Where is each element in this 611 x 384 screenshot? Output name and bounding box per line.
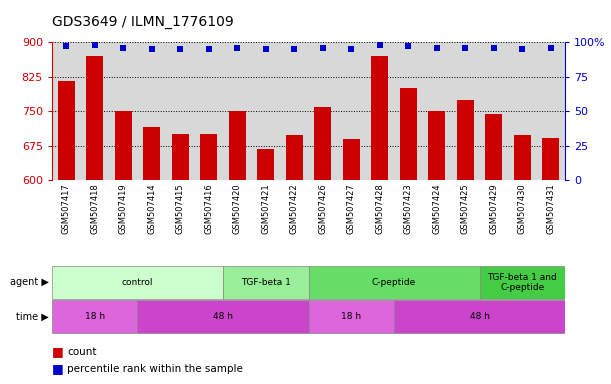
Text: TGF-beta 1 and
C-peptide: TGF-beta 1 and C-peptide <box>488 273 557 292</box>
Point <box>432 45 442 51</box>
Text: 18 h: 18 h <box>85 312 104 321</box>
Text: count: count <box>67 346 97 357</box>
Bar <box>109 42 137 180</box>
Bar <box>394 42 423 180</box>
Bar <box>394 300 565 333</box>
Bar <box>480 42 508 180</box>
Bar <box>400 88 417 180</box>
Text: ■: ■ <box>52 345 68 358</box>
Bar <box>229 111 246 180</box>
Bar <box>166 42 194 180</box>
Bar <box>536 42 565 180</box>
Point <box>546 45 556 51</box>
Point <box>489 45 499 51</box>
Bar <box>508 42 536 180</box>
Point <box>318 45 327 51</box>
Bar <box>286 135 303 180</box>
Bar <box>223 266 309 299</box>
Bar <box>252 42 280 180</box>
Bar <box>52 300 137 333</box>
Bar <box>200 134 218 180</box>
Bar <box>194 42 223 180</box>
Bar <box>309 300 394 333</box>
Point <box>461 45 470 51</box>
Point <box>403 43 413 50</box>
Bar <box>314 107 331 180</box>
Bar <box>485 114 502 180</box>
Text: control: control <box>122 278 153 287</box>
Bar <box>451 42 480 180</box>
Text: 48 h: 48 h <box>470 312 489 321</box>
Bar <box>309 266 480 299</box>
Bar <box>115 111 132 180</box>
Bar <box>309 42 337 180</box>
Bar <box>343 139 360 180</box>
Text: 48 h: 48 h <box>213 312 233 321</box>
Bar <box>337 42 365 180</box>
Bar <box>137 300 309 333</box>
Text: percentile rank within the sample: percentile rank within the sample <box>67 364 243 374</box>
Text: C-peptide: C-peptide <box>372 278 416 287</box>
Bar <box>365 42 394 180</box>
Bar <box>81 42 109 180</box>
Bar <box>223 42 252 180</box>
Text: TGF-beta 1: TGF-beta 1 <box>241 278 291 287</box>
Text: time ▶: time ▶ <box>16 312 49 322</box>
Text: ■: ■ <box>52 362 68 376</box>
Bar <box>172 134 189 180</box>
Point <box>518 46 527 52</box>
Point <box>175 46 185 52</box>
Bar <box>57 81 75 180</box>
Text: GDS3649 / ILMN_1776109: GDS3649 / ILMN_1776109 <box>52 15 233 29</box>
Bar <box>423 42 451 180</box>
Point <box>261 46 271 52</box>
Bar <box>514 135 531 180</box>
Bar <box>86 56 103 180</box>
Point <box>90 42 100 48</box>
Bar <box>543 137 560 180</box>
Point <box>119 45 128 51</box>
Point <box>147 46 156 52</box>
Bar <box>143 127 160 180</box>
Bar <box>457 100 474 180</box>
Bar <box>280 42 309 180</box>
Point <box>61 43 71 50</box>
Bar <box>480 266 565 299</box>
Bar <box>371 56 389 180</box>
Point <box>375 42 385 48</box>
Bar <box>428 111 445 180</box>
Bar <box>137 42 166 180</box>
Bar <box>257 149 274 180</box>
Text: 18 h: 18 h <box>342 312 361 321</box>
Text: agent ▶: agent ▶ <box>10 277 49 287</box>
Point <box>346 46 356 52</box>
Bar <box>52 42 81 180</box>
Point <box>290 46 299 52</box>
Point <box>204 46 214 52</box>
Point <box>232 45 242 51</box>
Bar <box>52 266 223 299</box>
